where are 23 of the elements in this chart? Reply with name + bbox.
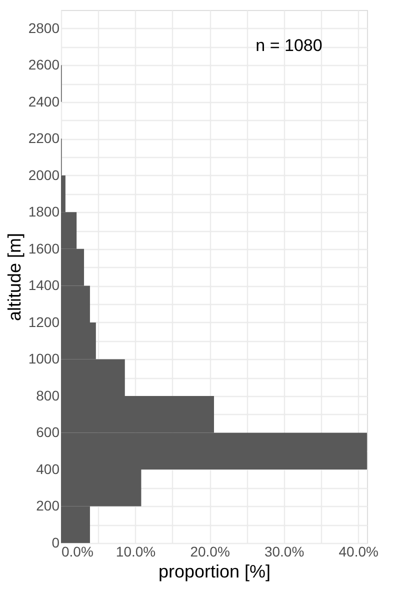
x-tick-label: 10.0%: [116, 544, 156, 560]
y-tick-label: 1400: [28, 277, 60, 294]
x-tick-label: 0.0%: [62, 544, 94, 560]
y-tick-label: 600: [36, 424, 60, 440]
x-axis-title: proportion [%]: [158, 562, 271, 582]
y-tick-label: 0: [52, 534, 60, 550]
y-tick-label: 2200: [28, 130, 60, 146]
y-tick-label: 2400: [28, 93, 60, 110]
y-tick-label: 2000: [28, 166, 60, 183]
y-tick-label: 400: [36, 460, 60, 477]
x-tick-label: 30.0%: [264, 544, 304, 560]
y-tick-label: 2800: [28, 20, 60, 36]
y-tick-label: 2600: [28, 56, 60, 73]
y-tick-label: 200: [36, 498, 60, 514]
annotation: n = 1080: [256, 36, 322, 55]
x-tick-label: 40.0%: [338, 544, 378, 560]
y-tick-label: 1200: [28, 314, 60, 330]
y-tick-label: 1600: [28, 240, 60, 256]
x-tick-label: 20.0%: [190, 544, 230, 560]
y-tick-label: 800: [36, 387, 60, 404]
y-tick-label: 1800: [28, 204, 60, 220]
y-axis-title: altitude [m]: [4, 232, 24, 322]
y-tick-label: 1000: [28, 350, 60, 367]
